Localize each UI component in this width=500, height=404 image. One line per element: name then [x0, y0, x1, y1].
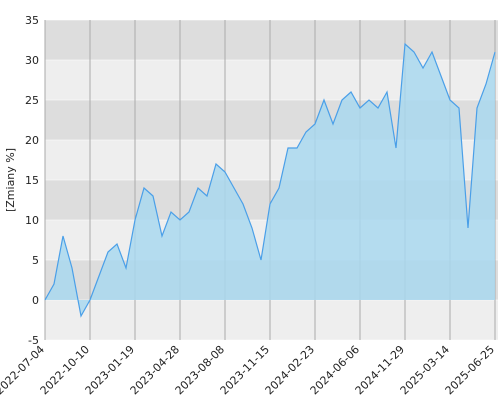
y-tick-label: 30 — [25, 54, 39, 67]
y-axis-label: [Zmiany %] — [4, 148, 17, 212]
y-tick-label: 20 — [25, 134, 39, 147]
y-tick-label: -5 — [28, 334, 39, 347]
y-tick-label: 10 — [25, 214, 39, 227]
band — [45, 20, 498, 60]
area — [45, 44, 495, 316]
y-tick-label: 5 — [32, 254, 39, 267]
y-tick-label: 35 — [25, 14, 39, 27]
y-tick-label: 0 — [32, 294, 39, 307]
y-tick-label: 25 — [25, 94, 39, 107]
y-tick-label: 15 — [25, 174, 39, 187]
band — [45, 300, 498, 340]
line — [44, 42, 496, 318]
